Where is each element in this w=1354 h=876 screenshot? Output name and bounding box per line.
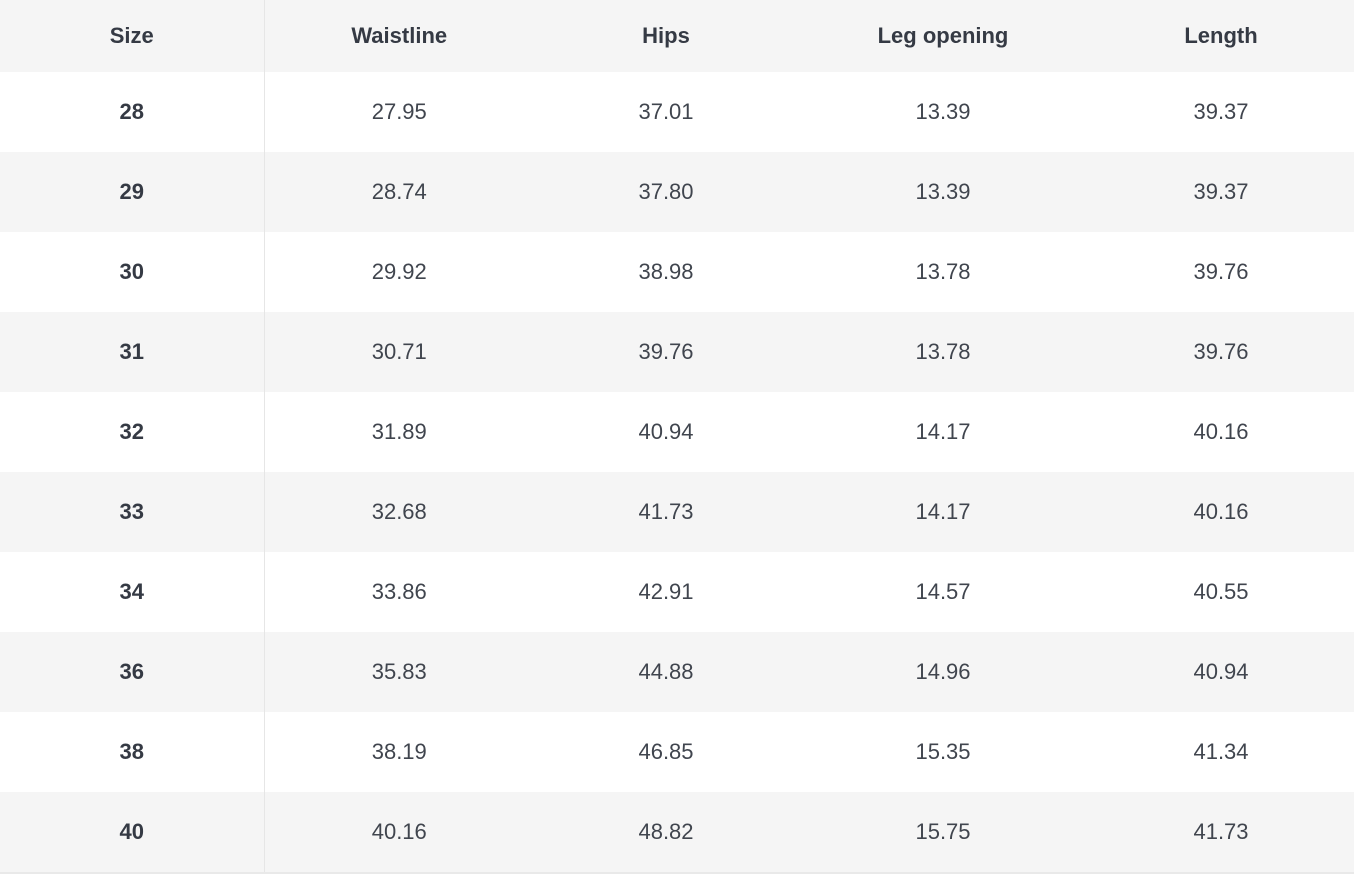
length-cell: 39.37 bbox=[1088, 72, 1354, 152]
waistline-cell: 33.86 bbox=[264, 552, 534, 632]
hips-cell: 46.85 bbox=[534, 712, 798, 792]
leg-opening-cell: 15.35 bbox=[798, 712, 1088, 792]
waistline-cell: 31.89 bbox=[264, 392, 534, 472]
length-cell: 40.16 bbox=[1088, 472, 1354, 552]
length-cell: 39.76 bbox=[1088, 232, 1354, 312]
table-header: Size Waistline Hips Leg opening Length bbox=[0, 0, 1354, 72]
waistline-cell: 27.95 bbox=[264, 72, 534, 152]
leg-opening-cell: 13.39 bbox=[798, 152, 1088, 232]
size-cell: 38 bbox=[0, 712, 265, 792]
leg-opening-cell: 13.39 bbox=[798, 72, 1088, 152]
header-length: Length bbox=[1088, 0, 1354, 72]
hips-cell: 41.73 bbox=[534, 472, 798, 552]
hips-cell: 48.82 bbox=[534, 792, 798, 872]
length-cell: 39.76 bbox=[1088, 312, 1354, 392]
size-cell: 32 bbox=[0, 392, 265, 472]
table-row: 30 29.92 38.98 13.78 39.76 bbox=[0, 232, 1354, 312]
size-cell: 31 bbox=[0, 312, 265, 392]
waistline-cell: 32.68 bbox=[264, 472, 534, 552]
hips-cell: 37.80 bbox=[534, 152, 798, 232]
leg-opening-cell: 15.75 bbox=[798, 792, 1088, 872]
size-cell: 28 bbox=[0, 72, 265, 152]
hips-cell: 38.98 bbox=[534, 232, 798, 312]
leg-opening-cell: 13.78 bbox=[798, 232, 1088, 312]
length-cell: 40.16 bbox=[1088, 392, 1354, 472]
size-cell: 33 bbox=[0, 472, 265, 552]
length-cell: 41.73 bbox=[1088, 792, 1354, 872]
table-row: 38 38.19 46.85 15.35 41.34 bbox=[0, 712, 1354, 792]
waistline-cell: 35.83 bbox=[264, 632, 534, 712]
table-row: 36 35.83 44.88 14.96 40.94 bbox=[0, 632, 1354, 712]
waistline-cell: 40.16 bbox=[264, 792, 534, 872]
waistline-cell: 28.74 bbox=[264, 152, 534, 232]
header-leg-opening: Leg opening bbox=[798, 0, 1088, 72]
length-cell: 39.37 bbox=[1088, 152, 1354, 232]
header-waistline: Waistline bbox=[264, 0, 534, 72]
header-hips: Hips bbox=[534, 0, 798, 72]
leg-opening-cell: 13.78 bbox=[798, 312, 1088, 392]
header-row: Size Waistline Hips Leg opening Length bbox=[0, 0, 1354, 72]
table-row: 28 27.95 37.01 13.39 39.37 bbox=[0, 72, 1354, 152]
hips-cell: 40.94 bbox=[534, 392, 798, 472]
table-row: 40 40.16 48.82 15.75 41.73 bbox=[0, 792, 1354, 872]
hips-cell: 39.76 bbox=[534, 312, 798, 392]
table-row: 32 31.89 40.94 14.17 40.16 bbox=[0, 392, 1354, 472]
table-bottom-divider bbox=[0, 872, 1354, 874]
leg-opening-cell: 14.17 bbox=[798, 472, 1088, 552]
hips-cell: 44.88 bbox=[534, 632, 798, 712]
waistline-cell: 38.19 bbox=[264, 712, 534, 792]
table-body: 28 27.95 37.01 13.39 39.37 29 28.74 37.8… bbox=[0, 72, 1354, 872]
size-cell: 40 bbox=[0, 792, 265, 872]
table-row: 31 30.71 39.76 13.78 39.76 bbox=[0, 312, 1354, 392]
leg-opening-cell: 14.96 bbox=[798, 632, 1088, 712]
size-cell: 34 bbox=[0, 552, 265, 632]
size-cell: 29 bbox=[0, 152, 265, 232]
header-size: Size bbox=[0, 0, 265, 72]
size-cell: 36 bbox=[0, 632, 265, 712]
length-cell: 41.34 bbox=[1088, 712, 1354, 792]
table-row: 33 32.68 41.73 14.17 40.16 bbox=[0, 472, 1354, 552]
table-row: 29 28.74 37.80 13.39 39.37 bbox=[0, 152, 1354, 232]
size-cell: 30 bbox=[0, 232, 265, 312]
length-cell: 40.94 bbox=[1088, 632, 1354, 712]
hips-cell: 42.91 bbox=[534, 552, 798, 632]
waistline-cell: 30.71 bbox=[264, 312, 534, 392]
leg-opening-cell: 14.17 bbox=[798, 392, 1088, 472]
hips-cell: 37.01 bbox=[534, 72, 798, 152]
leg-opening-cell: 14.57 bbox=[798, 552, 1088, 632]
length-cell: 40.55 bbox=[1088, 552, 1354, 632]
table-row: 34 33.86 42.91 14.57 40.55 bbox=[0, 552, 1354, 632]
waistline-cell: 29.92 bbox=[264, 232, 534, 312]
